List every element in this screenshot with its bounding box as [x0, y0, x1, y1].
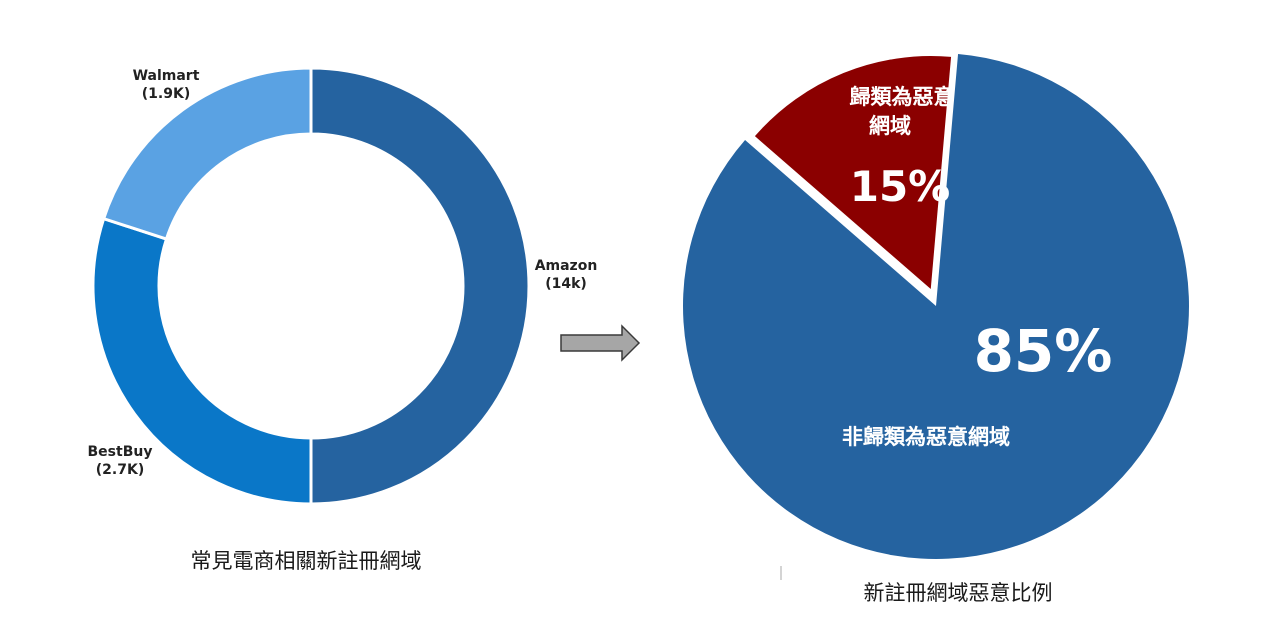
donut-slice-amazon [309, 66, 531, 506]
label-amazon-name: Amazon [535, 258, 598, 274]
donut-caption: 常見電商相關新註冊網域 [191, 549, 422, 573]
pie-slice-malicious [754, 56, 952, 290]
label-amazon-value: (14k) [545, 276, 587, 292]
malicious-label-line2: 網域 [869, 114, 911, 138]
label-bestbuy-value: (2.7K) [96, 462, 144, 478]
label-walmart-value: (1.9K) [142, 86, 190, 102]
non-malicious-label: 非歸類為惡意網域 [842, 425, 1010, 449]
donut-slice-walmart [101, 66, 313, 241]
malicious-label-line1: 歸類為惡意 [850, 85, 955, 109]
non-malicious-pct-label: 85% [974, 317, 1113, 385]
pie-slice-non-malicious [683, 53, 1189, 560]
pie-chart [683, 53, 1189, 560]
donut-slice-bestbuy [91, 216, 313, 506]
malicious-pct-label: 15% [850, 162, 951, 211]
donut-chart [91, 66, 531, 506]
label-bestbuy-name: BestBuy [88, 444, 153, 460]
label-walmart-name: Walmart [133, 68, 200, 84]
pie-caption: 新註冊網域惡意比例 [864, 581, 1053, 605]
right-arrow-icon [560, 324, 641, 362]
